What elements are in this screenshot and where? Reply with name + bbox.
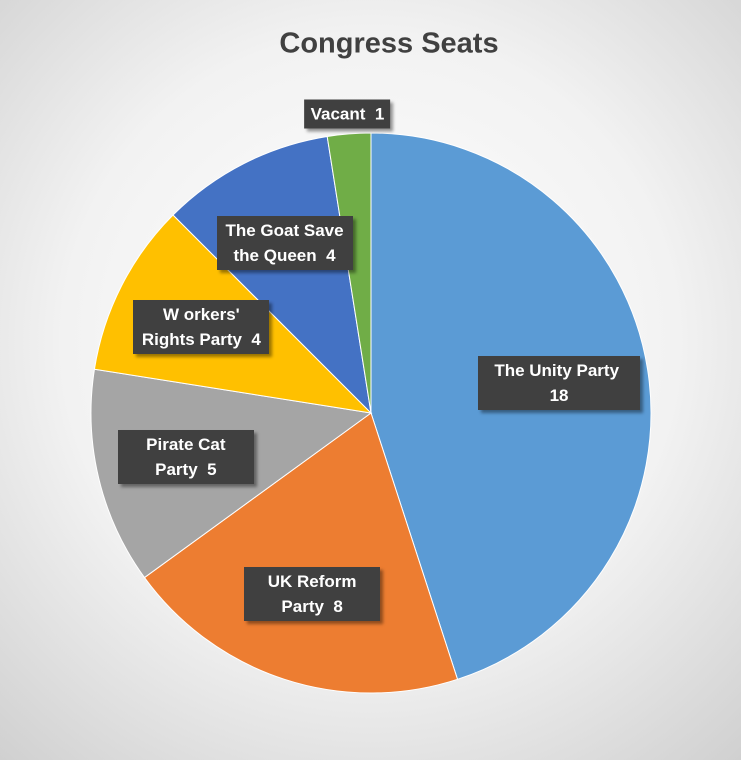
- chart-title: Congress Seats: [279, 28, 498, 60]
- label-category: Pirate Cat Party: [146, 435, 226, 480]
- label-value: 8: [333, 597, 343, 617]
- pie-slice: [326, 132, 372, 414]
- label-value: 5: [207, 460, 217, 480]
- label-category: The Goat Save the Queen: [225, 221, 344, 266]
- data-label: Vacant 1: [304, 99, 391, 129]
- pie-slice: [172, 135, 372, 415]
- data-label: The Goat Save the Queen 4: [216, 216, 353, 271]
- label-category: W orkers' Rights Party: [141, 304, 242, 349]
- label-value: 4: [326, 246, 336, 266]
- label-category: UK Reform Party: [267, 572, 357, 617]
- label-category: Vacant: [310, 104, 366, 124]
- label-value: 18: [549, 386, 569, 406]
- label-value: 4: [251, 329, 261, 349]
- pie-slice: [143, 412, 459, 694]
- label-category: The Unity Party: [494, 361, 620, 381]
- data-label: Pirate Cat Party 5: [117, 430, 254, 485]
- label-value: 1: [374, 104, 385, 124]
- data-label: W orkers' Rights Party 4: [133, 299, 270, 354]
- data-label: The Unity Party 18: [478, 356, 641, 411]
- data-label: UK Reform Party 8: [244, 567, 381, 622]
